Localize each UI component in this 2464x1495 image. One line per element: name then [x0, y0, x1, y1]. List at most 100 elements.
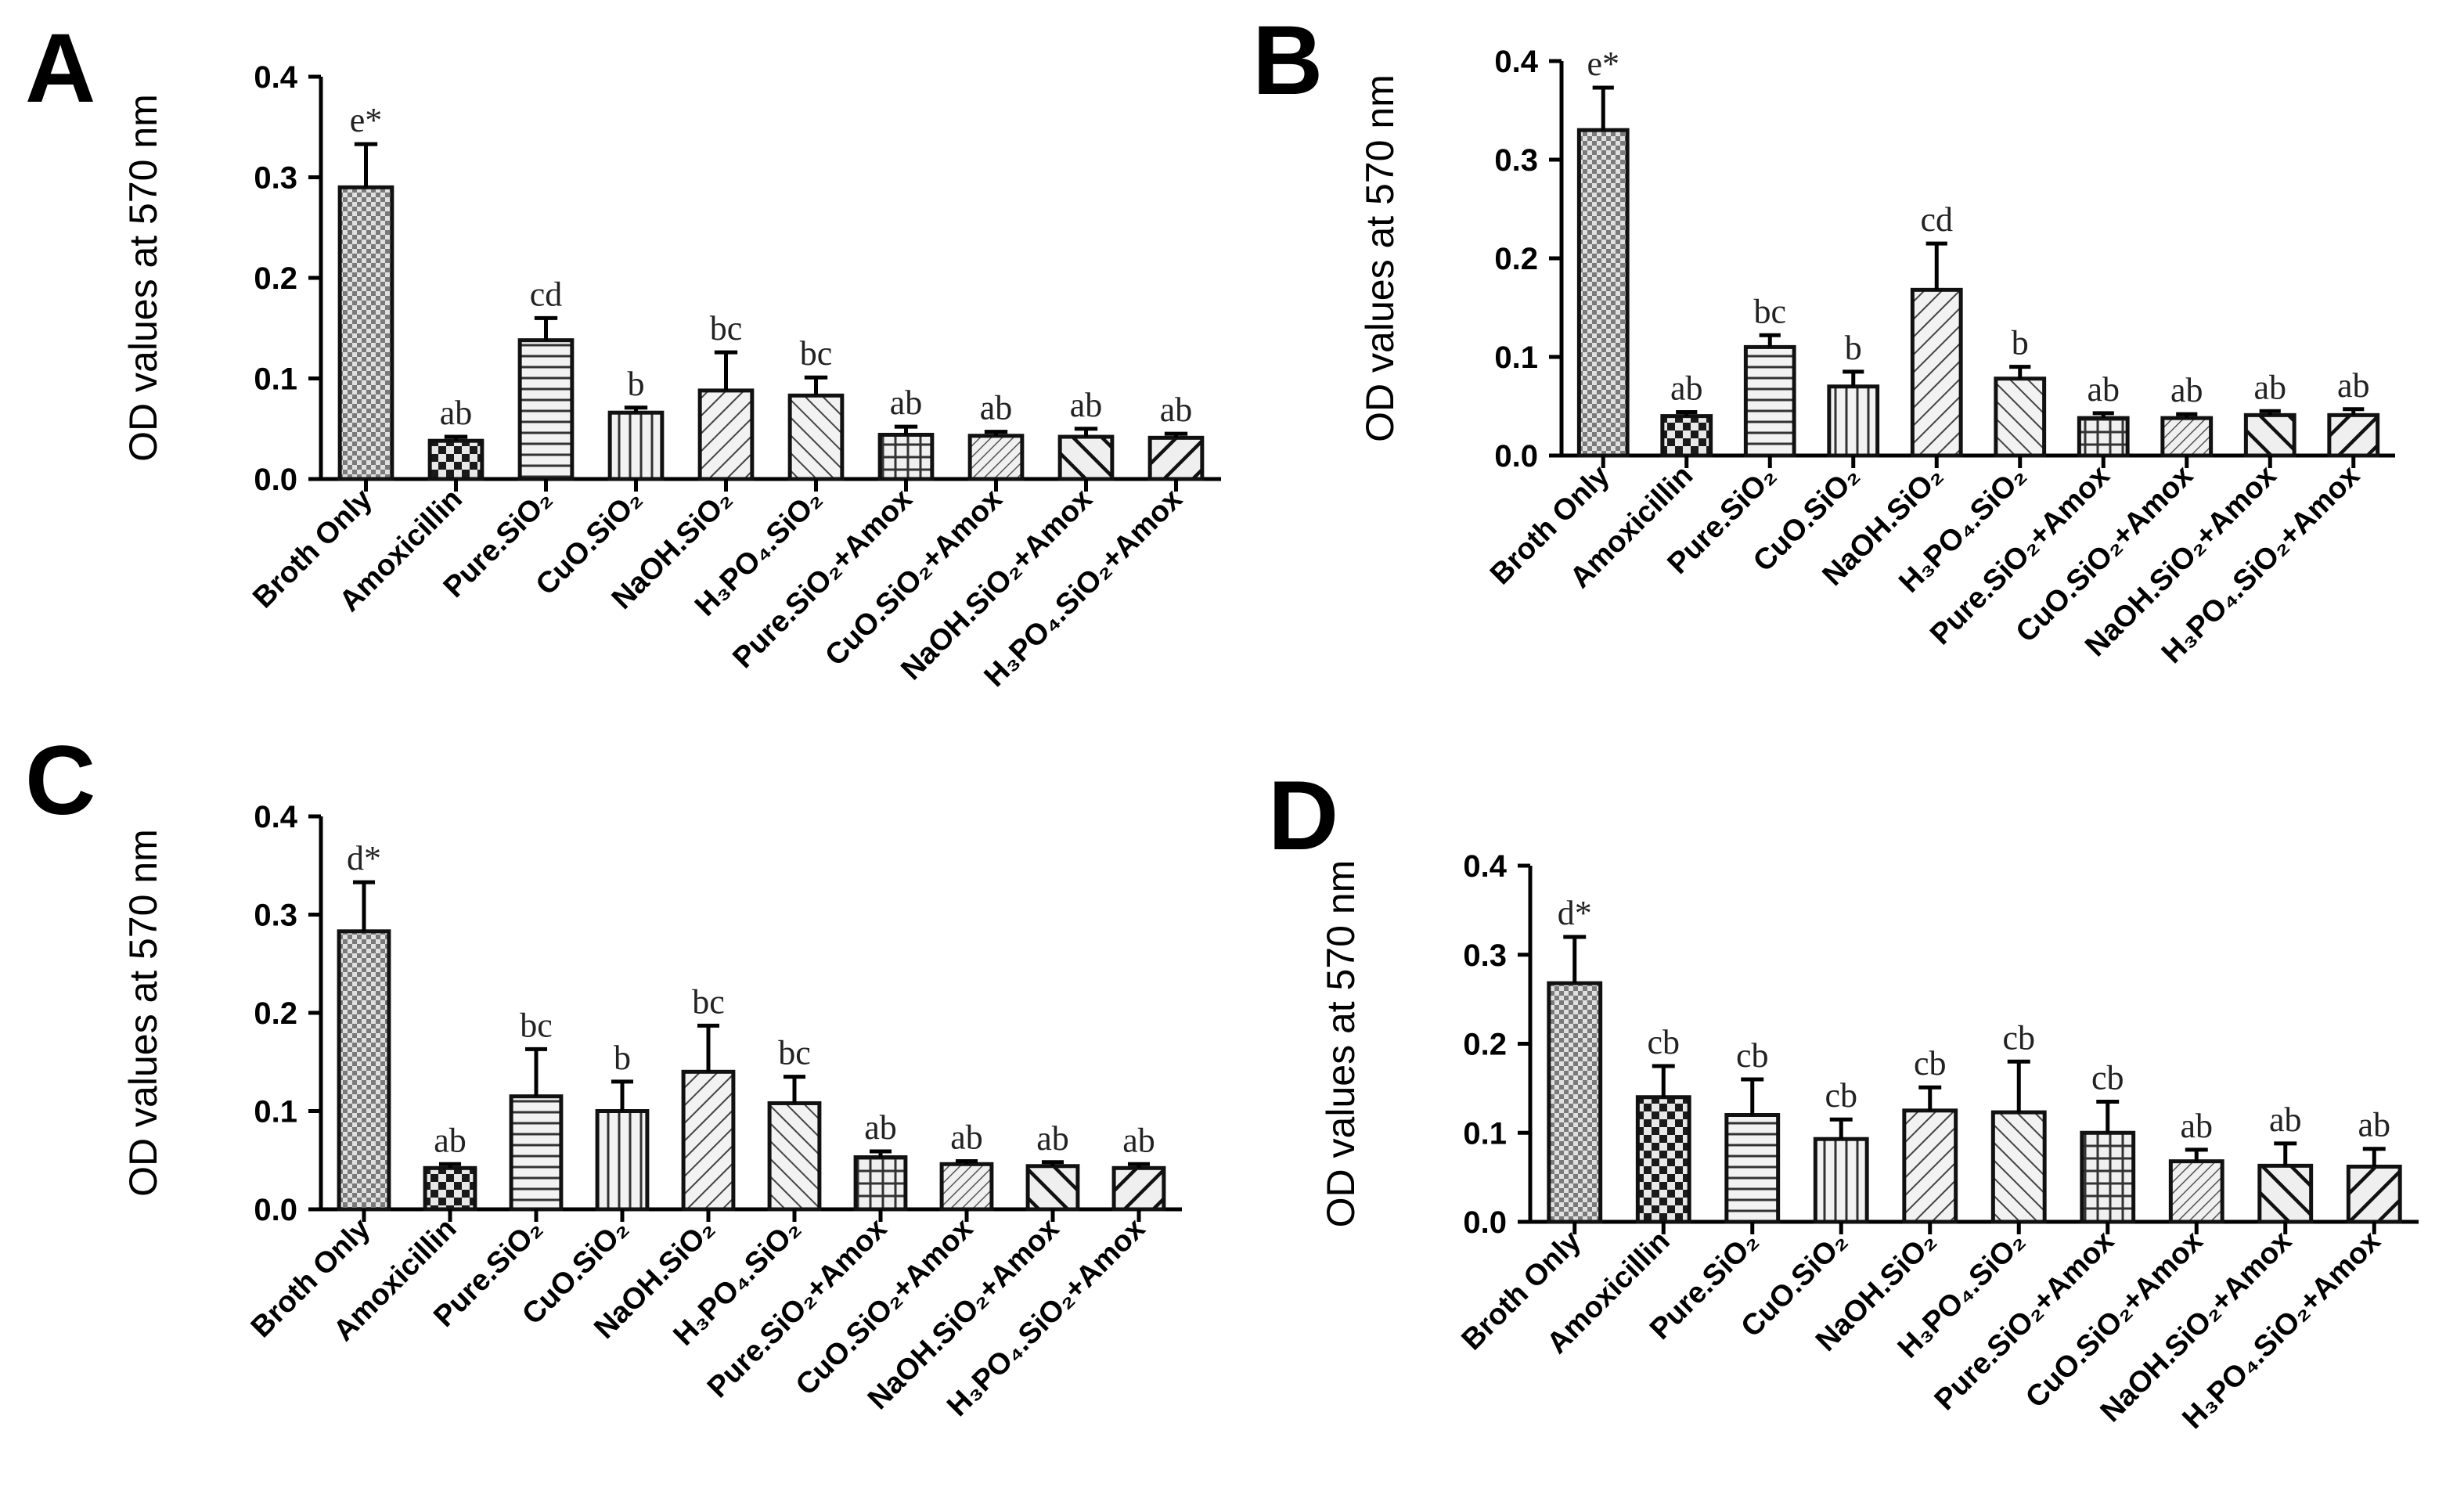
bar	[2327, 412, 2380, 458]
bar	[337, 929, 391, 1212]
panel-c: COD values at 570 nm0.00.10.20.30.4d*Bro…	[25, 726, 1182, 1423]
bar	[517, 338, 575, 481]
y-tick-label: 0.4	[254, 60, 297, 95]
bar	[1635, 1095, 1691, 1224]
y-tick-label: 0.3	[254, 899, 297, 933]
significance-label: cb	[1647, 1023, 1680, 1061]
bar	[1111, 1165, 1166, 1212]
y-tick-label: 0.4	[254, 800, 297, 834]
y-tick-label: 0.0	[254, 1193, 297, 1227]
bar	[1994, 376, 2047, 458]
y-tick-label: 0.4	[1463, 849, 1507, 884]
significance-label: cd	[1920, 200, 1953, 239]
bar	[853, 1155, 908, 1212]
y-axis-title: OD values at 570 nm	[121, 829, 165, 1197]
bar	[2346, 1164, 2402, 1224]
significance-label: ab	[2253, 368, 2286, 406]
y-tick-label: 0.0	[254, 463, 297, 497]
bar	[1547, 981, 1603, 1224]
bar	[967, 434, 1025, 481]
significance-label: ab	[434, 1121, 467, 1159]
y-tick-label: 0.1	[1463, 1116, 1507, 1151]
significance-label: d*	[1558, 894, 1592, 932]
y-tick-label: 0.2	[254, 261, 297, 296]
significance-label: cb	[2002, 1018, 2035, 1057]
bar	[1576, 128, 1630, 458]
bar	[1660, 414, 1713, 458]
significance-label: cb	[2091, 1058, 2124, 1097]
significance-label: d*	[347, 839, 381, 877]
bar	[1827, 384, 1880, 458]
bar	[1724, 1113, 1781, 1224]
significance-label: bc	[692, 982, 725, 1021]
bar	[2243, 412, 2296, 458]
significance-label: bc	[1753, 292, 1786, 330]
significance-label: bc	[778, 1034, 811, 1072]
significance-label: ab	[440, 394, 473, 432]
bar	[697, 388, 755, 481]
bar	[595, 1109, 650, 1212]
bar	[509, 1094, 564, 1212]
bar	[2077, 416, 2130, 458]
significance-label: b	[614, 1039, 631, 1077]
y-tick-label: 0.3	[254, 161, 297, 196]
panel-d: DOD values at 570 nm 0.00.10.20.30.4d*Bro…	[1268, 762, 2419, 1436]
significance-label: ab	[950, 1119, 983, 1157]
y-axis-title: OD values at 570 nm	[121, 94, 165, 462]
panel-letter: C	[25, 726, 95, 835]
panel-b: BOD values at 570 nm0.00.10.20.30.4 e*Bro…	[1252, 6, 2395, 670]
bar	[939, 1162, 994, 1212]
y-tick-label: 0.1	[254, 362, 297, 397]
bar	[2160, 416, 2214, 458]
panel-letter: D	[1268, 762, 1338, 870]
significance-label: ab	[2087, 370, 2120, 409]
bar	[1813, 1137, 1869, 1224]
significance-label: b	[1845, 329, 1862, 367]
panel-a: AOD values at 570 nm0.00.10.20.30.4e*Bro…	[25, 14, 1221, 693]
y-tick-label: 0.3	[1494, 143, 1538, 178]
bar	[877, 432, 935, 481]
panel-letter: A	[25, 14, 95, 123]
bar	[2168, 1159, 2224, 1224]
significance-label: bc	[520, 1006, 553, 1044]
y-tick-label: 0.1	[1494, 340, 1538, 375]
significance-label: ab	[980, 389, 1013, 427]
significance-label: e*	[1587, 45, 1619, 83]
bar	[337, 185, 394, 481]
bar	[767, 1101, 822, 1212]
bar	[1910, 287, 1963, 458]
y-tick-label: 0.1	[254, 1095, 297, 1129]
significance-label: e*	[350, 101, 383, 139]
bar	[2257, 1163, 2314, 1224]
significance-label: ab	[1070, 386, 1103, 424]
y-tick-label: 0.2	[1494, 242, 1538, 276]
bar	[1025, 1164, 1080, 1212]
bar	[787, 393, 845, 481]
significance-label: ab	[2358, 1106, 2390, 1144]
y-tick-label: 0.0	[1463, 1205, 1507, 1240]
y-tick-label: 0.4	[1494, 45, 1538, 79]
y-tick-label: 0.2	[254, 996, 297, 1031]
significance-label: b	[2012, 324, 2029, 362]
significance-label: cb	[1736, 1036, 1769, 1075]
y-axis-title: OD values at 570 nm	[1319, 860, 1363, 1228]
y-tick-label: 0.2	[1463, 1028, 1507, 1062]
y-tick-label: 0.0	[1494, 439, 1538, 474]
significance-label: bc	[710, 309, 743, 348]
significance-label: ab	[890, 384, 923, 422]
bar	[1743, 344, 1796, 458]
bar	[1057, 434, 1115, 481]
bar	[1990, 1110, 2047, 1224]
significance-label: ab	[1122, 1121, 1155, 1159]
significance-label: ab	[2269, 1101, 2302, 1139]
significance-label: cb	[1825, 1076, 1857, 1115]
y-tick-label: 0.3	[1463, 938, 1507, 973]
significance-label: ab	[1036, 1119, 1069, 1158]
significance-label: ab	[1670, 369, 1703, 408]
bar	[423, 1165, 477, 1212]
bar	[427, 438, 485, 481]
bar	[607, 410, 665, 481]
bar	[681, 1069, 736, 1212]
significance-label: ab	[2180, 1107, 2213, 1145]
